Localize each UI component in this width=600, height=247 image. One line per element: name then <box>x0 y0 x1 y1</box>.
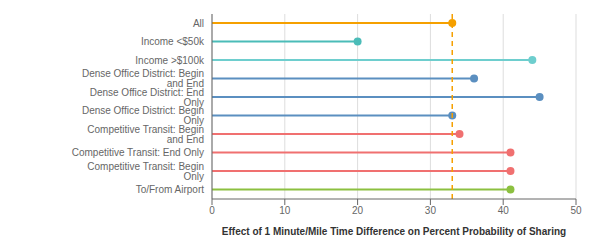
html-text:Only: Only <box>183 96 204 108</box>
html-text:Dense Office District: Begin: Dense Office District: Begin <box>81 105 204 117</box>
svg-text:Competitive Transit: BeginOnly: Competitive Transit: BeginOnly <box>87 161 204 182</box>
svg-text:0: 0 <box>209 205 215 216</box>
svg-text:20: 20 <box>352 205 364 216</box>
svg-text:10: 10 <box>279 205 291 216</box>
svg-text:To/From Airport: To/From Airport <box>136 184 205 195</box>
svg-text:Income >$100k: Income >$100k <box>135 55 205 66</box>
svg-text:Effect of 1 Minute/Mile Time D: Effect of 1 Minute/Mile Time Difference … <box>222 226 566 237</box>
svg-text:40: 40 <box>498 205 510 216</box>
svg-text:50: 50 <box>570 205 582 216</box>
svg-text:Income <$50k: Income <$50k <box>141 36 205 47</box>
svg-text:Competitive Transit: End Only: Competitive Transit: End Only <box>72 147 204 158</box>
html-text:and End: and End <box>166 78 204 90</box>
svg-text:Competitive Transit: Beginand: Competitive Transit: Beginand End <box>87 124 204 145</box>
html-text:Only: Only <box>183 115 204 127</box>
html-text:Dense Office District: Begin: Dense Office District: Begin <box>81 68 204 80</box>
svg-text:All: All <box>193 18 204 29</box>
svg-text:30: 30 <box>425 205 437 216</box>
html-text:Dense Office District: End: Dense Office District: End <box>89 86 204 98</box>
